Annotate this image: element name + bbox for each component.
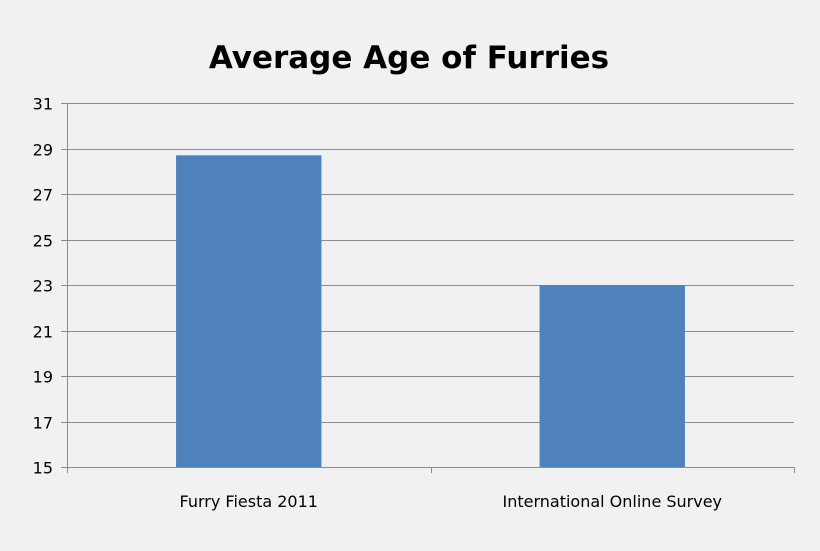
- y-tick-label: 27: [33, 186, 53, 205]
- y-tick-label: 21: [33, 323, 53, 342]
- y-tick-label: 23: [33, 277, 53, 296]
- y-tick-label: 15: [33, 459, 53, 478]
- x-category-label: International Online Survey: [502, 492, 722, 511]
- chart-title: Average Age of Furries: [209, 40, 609, 76]
- bar: [539, 285, 685, 467]
- x-category-label: Furry Fiesta 2011: [180, 492, 318, 511]
- y-tick-labels: 15 17 19 21 23 25 27 29 31: [33, 95, 53, 478]
- bar: [176, 155, 322, 467]
- y-tick-label: 17: [33, 414, 53, 433]
- y-tick-label: 19: [33, 368, 53, 387]
- y-tick-label: 29: [33, 141, 53, 160]
- y-tick-label: 31: [33, 95, 53, 114]
- x-category-labels: Furry Fiesta 2011 International Online Su…: [180, 492, 723, 511]
- axes: [61, 103, 795, 473]
- bars: [176, 155, 685, 467]
- y-tick-label: 25: [33, 232, 53, 251]
